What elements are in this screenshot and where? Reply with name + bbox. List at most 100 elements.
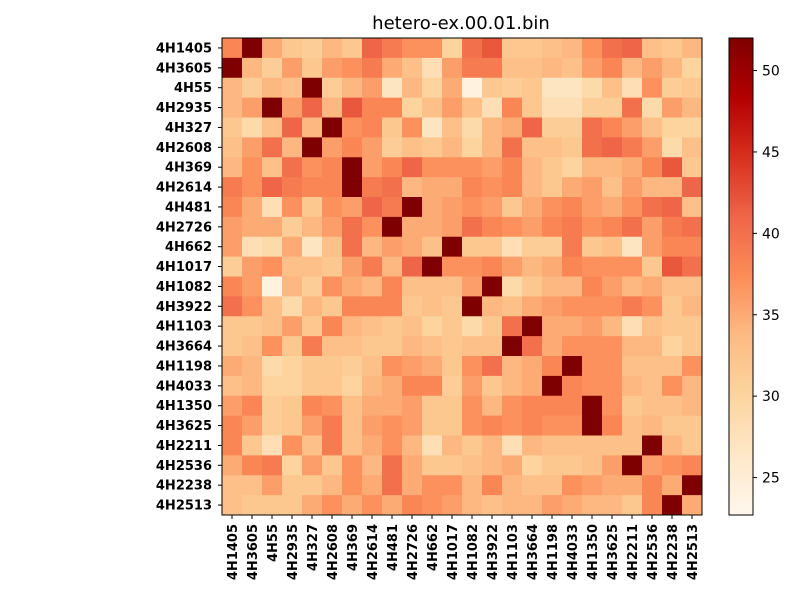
heatmap-cell bbox=[422, 118, 442, 138]
heatmap-cell bbox=[422, 455, 442, 475]
heatmap-cell bbox=[542, 316, 562, 336]
heatmap-cell bbox=[302, 376, 322, 396]
heatmap-cell bbox=[462, 356, 482, 376]
heatmap-cell bbox=[642, 157, 662, 177]
heatmap-cell bbox=[222, 257, 242, 277]
heatmap-cell bbox=[302, 455, 322, 475]
heatmap-cell bbox=[602, 436, 622, 456]
heatmap-cell bbox=[442, 237, 462, 257]
heatmap-cell bbox=[422, 217, 442, 237]
heatmap-cell bbox=[662, 436, 682, 456]
heatmap-cell bbox=[582, 475, 602, 495]
heatmap-cell bbox=[622, 118, 642, 138]
heatmap-cell bbox=[562, 495, 582, 515]
heatmap-cell bbox=[642, 455, 662, 475]
heatmap-cell bbox=[402, 38, 422, 58]
heatmap-cell bbox=[602, 356, 622, 376]
heatmap-cell bbox=[322, 396, 342, 416]
heatmap-cell bbox=[602, 197, 622, 217]
heatmap-cell bbox=[582, 376, 602, 396]
heatmap-cell bbox=[462, 336, 482, 356]
heatmap-cell bbox=[542, 396, 562, 416]
y-tick-label: 4H481 bbox=[165, 200, 212, 215]
heatmap-cell bbox=[362, 396, 382, 416]
x-tick-label: 4H4033 bbox=[566, 524, 581, 580]
colorbar-ticks: 25 30 35 40 45 50 bbox=[753, 64, 780, 487]
heatmap-cell bbox=[402, 316, 422, 336]
heatmap-cell bbox=[622, 237, 642, 257]
heatmap-cell bbox=[222, 336, 242, 356]
heatmap-cell bbox=[562, 58, 582, 78]
heatmap-cell bbox=[642, 475, 662, 495]
heatmap-cell bbox=[482, 356, 502, 376]
heatmap-cell bbox=[322, 455, 342, 475]
heatmap-cell bbox=[222, 475, 242, 495]
heatmap-cell bbox=[562, 316, 582, 336]
heatmap-cell bbox=[522, 58, 542, 78]
heatmap-cell bbox=[542, 177, 562, 197]
heatmap-cell bbox=[402, 137, 422, 157]
x-tick-label: 4H2513 bbox=[686, 524, 701, 580]
heatmap-cell bbox=[562, 296, 582, 316]
heatmap-cell bbox=[242, 296, 262, 316]
heatmap-cell bbox=[422, 495, 442, 515]
heatmap-cell bbox=[562, 177, 582, 197]
heatmap-cell bbox=[222, 495, 242, 515]
heatmap-cell bbox=[382, 98, 402, 118]
heatmap-cell bbox=[622, 396, 642, 416]
heatmap-cell bbox=[382, 356, 402, 376]
heatmap-cell bbox=[422, 257, 442, 277]
heatmap-cells bbox=[222, 38, 702, 515]
y-tick-label: 4H1405 bbox=[156, 41, 212, 56]
heatmap-cell bbox=[382, 38, 402, 58]
heatmap-cell bbox=[522, 237, 542, 257]
heatmap-cell bbox=[642, 177, 662, 197]
heatmap-cell bbox=[462, 455, 482, 475]
heatmap-cell bbox=[662, 177, 682, 197]
y-tick-label: 4H2608 bbox=[156, 141, 212, 156]
heatmap-cell bbox=[322, 495, 342, 515]
heatmap-cell bbox=[542, 416, 562, 436]
heatmap-cell bbox=[542, 58, 562, 78]
heatmap-cell bbox=[662, 237, 682, 257]
heatmap-cell bbox=[382, 177, 402, 197]
heatmap-cell bbox=[242, 475, 262, 495]
heatmap-cell bbox=[322, 217, 342, 237]
heatmap-cell bbox=[262, 38, 282, 58]
heatmap-cell bbox=[242, 316, 262, 336]
heatmap-cell bbox=[422, 177, 442, 197]
heatmap-cell bbox=[482, 157, 502, 177]
heatmap-cell bbox=[542, 277, 562, 297]
heatmap-cell bbox=[242, 38, 262, 58]
heatmap-cell bbox=[422, 376, 442, 396]
heatmap-cell bbox=[622, 277, 642, 297]
x-tick-label: 4H2238 bbox=[666, 524, 681, 580]
heatmap-cell bbox=[442, 416, 462, 436]
heatmap-cell bbox=[502, 137, 522, 157]
heatmap-cell bbox=[262, 118, 282, 138]
heatmap-cell bbox=[362, 336, 382, 356]
x-tick-label: 4H2536 bbox=[646, 524, 661, 580]
heatmap-cell bbox=[262, 277, 282, 297]
heatmap-cell bbox=[462, 118, 482, 138]
heatmap-cell bbox=[382, 475, 402, 495]
heatmap-cell bbox=[302, 316, 322, 336]
heatmap-cell bbox=[362, 436, 382, 456]
heatmap-cell bbox=[462, 78, 482, 98]
heatmap-cell bbox=[422, 197, 442, 217]
heatmap-cell bbox=[442, 257, 462, 277]
heatmap-cell bbox=[322, 237, 342, 257]
heatmap-cell bbox=[582, 416, 602, 436]
heatmap-cell bbox=[622, 38, 642, 58]
heatmap-cell bbox=[262, 396, 282, 416]
heatmap-cell bbox=[302, 217, 322, 237]
heatmap-cell bbox=[582, 336, 602, 356]
heatmap-cell bbox=[282, 356, 302, 376]
heatmap-cell bbox=[402, 277, 422, 297]
heatmap-cell bbox=[382, 237, 402, 257]
heatmap-cell bbox=[322, 197, 342, 217]
heatmap-cell bbox=[422, 336, 442, 356]
heatmap-cell bbox=[262, 455, 282, 475]
heatmap-cell bbox=[522, 475, 542, 495]
heatmap-cell bbox=[662, 217, 682, 237]
